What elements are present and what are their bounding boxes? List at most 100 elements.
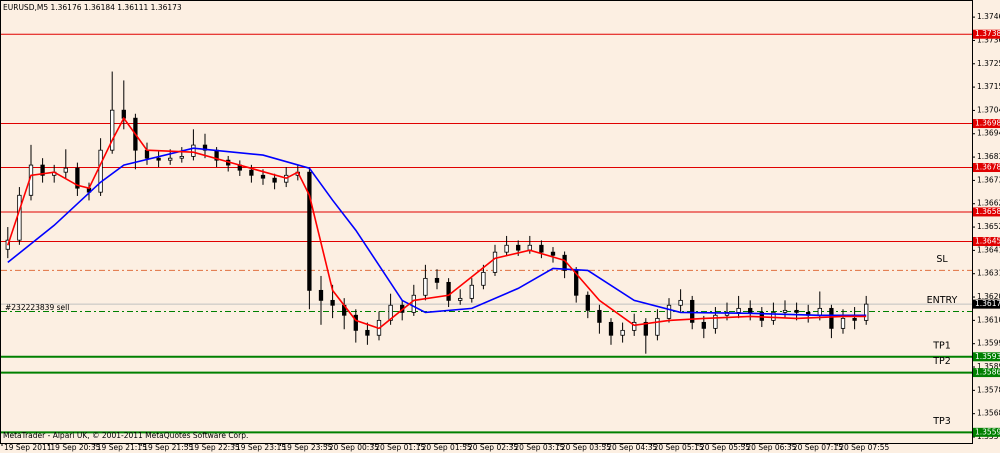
- candle-body: [365, 329, 370, 336]
- price-box: [973, 352, 1000, 362]
- candle-body: [690, 299, 695, 323]
- candle-body: [411, 294, 416, 313]
- chart-title: EURUSD,M5 1.36176 1.36184 1.36111 1.3617…: [3, 3, 182, 12]
- x-tick-label: 19 Sep 21:55: [143, 443, 193, 452]
- price-label: 1.35865: [975, 368, 1000, 377]
- candle-body: [550, 251, 556, 256]
- moving-average: [7, 116, 867, 330]
- candle-body: [643, 321, 648, 336]
- y-tick-label: 1.36940: [977, 129, 1000, 138]
- price-box: [973, 236, 1000, 246]
- price-label: 1.37388: [975, 29, 1000, 38]
- x-tick-label: 20 Sep 05:55: [700, 443, 750, 452]
- price-label: 1.35936: [975, 352, 1000, 361]
- y-tick-label: 1.37150: [977, 82, 1000, 91]
- candle-body: [168, 157, 173, 161]
- candle-body: [748, 307, 753, 313]
- candle-body: [318, 289, 324, 301]
- candle-body: [191, 144, 196, 157]
- order-tag: #232223839 sell: [5, 303, 69, 312]
- x-tick-label: 20 Sep 00:35: [329, 443, 379, 452]
- candle-body: [608, 321, 614, 336]
- y-tick-label: 1.36205: [977, 292, 1000, 301]
- y-tick-label: 1.35995: [977, 339, 1000, 348]
- x-tick-label: 20 Sep 02:35: [468, 443, 518, 452]
- x-tick-label: 20 Sep 07:15: [793, 443, 843, 452]
- candle-body: [75, 167, 80, 189]
- candle-body: [423, 277, 428, 296]
- level-name: ENTRY: [927, 295, 958, 306]
- candle-body: [516, 244, 521, 251]
- candle-body: [817, 307, 822, 316]
- candle-body: [864, 303, 869, 321]
- plot-frame: [0, 0, 973, 444]
- price-box: [973, 299, 1000, 309]
- x-tick-label: 19 Sep 23:55: [282, 443, 332, 452]
- candle-body: [98, 149, 103, 193]
- candle-body: [260, 174, 266, 179]
- candle-body: [585, 294, 590, 311]
- candle-body: [202, 144, 208, 151]
- price-box: [973, 29, 1000, 39]
- moving-average: [7, 147, 867, 317]
- x-tick-label: 20 Sep 01:15: [375, 443, 425, 452]
- price-box: [973, 368, 1000, 378]
- candle-body: [492, 251, 498, 273]
- x-tick-label: 20 Sep 05:15: [654, 443, 704, 452]
- footer: MetaTrader - Alpari UK, © 2001-2011 Meta…: [3, 431, 248, 440]
- candle-body: [458, 297, 463, 301]
- y-tick-label: 1.37465: [977, 12, 1000, 21]
- price-box: [973, 427, 1000, 437]
- y-tick-label: 1.36310: [977, 269, 1000, 278]
- price-box: [973, 163, 1000, 173]
- price-label: 1.36173: [975, 299, 1000, 308]
- candle-body: [632, 321, 637, 331]
- candle-body: [666, 304, 672, 319]
- y-tick-label: 1.36730: [977, 175, 1000, 184]
- candle-body: [110, 109, 115, 151]
- y-tick-label: 1.35890: [977, 362, 1000, 371]
- candle-body: [40, 164, 45, 176]
- candle-body: [620, 329, 625, 336]
- candle-body: [179, 156, 184, 159]
- candle-body: [17, 194, 22, 241]
- candle-body: [597, 309, 602, 323]
- candle-body: [156, 157, 161, 161]
- x-tick-label: 20 Sep 03:15: [514, 443, 564, 452]
- candle-body: [713, 314, 718, 329]
- candle-body: [736, 307, 741, 313]
- level-name: TP3: [932, 416, 951, 427]
- candle-body: [272, 177, 277, 183]
- candle-body: [469, 284, 474, 299]
- candle-body: [678, 299, 683, 306]
- y-tick-label: 1.37255: [977, 59, 1000, 68]
- candle-body: [353, 314, 358, 331]
- x-tick-label: 20 Sep 06:35: [746, 443, 796, 452]
- x-tick-label: 19 Sep 20:35: [50, 443, 100, 452]
- price-box: [973, 119, 1000, 129]
- candle-body: [481, 271, 486, 286]
- x-tick-label: 20 Sep 01:55: [422, 443, 472, 452]
- x-tick-label: 19 Sep 22:35: [190, 443, 240, 452]
- candle-body: [330, 299, 335, 306]
- candle-body: [388, 304, 393, 321]
- x-tick-label: 20 Sep 04:35: [607, 443, 657, 452]
- price-label: 1.36455: [975, 236, 1000, 245]
- y-tick-label: 1.35680: [977, 409, 1000, 418]
- x-tick-label: 20 Sep 03:55: [561, 443, 611, 452]
- price-label: 1.36788: [975, 163, 1000, 172]
- y-tick-label: 1.35785: [977, 385, 1000, 394]
- candle-body: [446, 281, 451, 301]
- candle-body: [701, 321, 706, 329]
- y-tick-label: 1.37360: [977, 35, 1000, 44]
- y-tick-label: 1.36415: [977, 245, 1000, 254]
- candle-body: [144, 149, 150, 159]
- price-label: 1.35596: [975, 427, 1000, 436]
- x-tick-label: 19 Sep 2011: [4, 443, 52, 452]
- x-tick-label: 19 Sep 23:15: [236, 443, 286, 452]
- candle-body: [539, 244, 544, 253]
- candle-body: [504, 244, 509, 253]
- price-label: 1.36986: [975, 119, 1000, 128]
- candle-body: [840, 317, 846, 329]
